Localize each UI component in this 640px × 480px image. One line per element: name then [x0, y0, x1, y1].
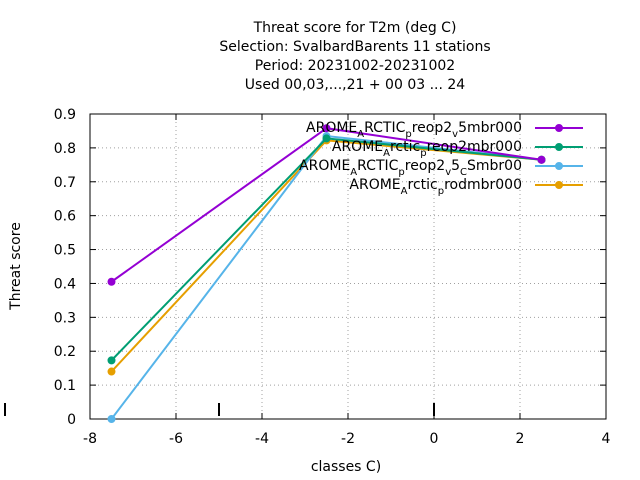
- title-line: Threat score for T2m (deg C): [253, 20, 457, 36]
- y-tick-label: 0.7: [54, 175, 76, 191]
- y-axis: 0 0.1 0.2 0.3 0.4 0.5 0.6 0.7 0.8 0.9: [54, 107, 606, 428]
- legend-marker: [555, 124, 563, 132]
- data-point: [107, 277, 116, 286]
- legend-marker: [555, 143, 563, 151]
- x-tick-label: -2: [341, 431, 355, 447]
- chart-title: Threat score for T2m (deg C) Selection: S…: [219, 20, 490, 93]
- x-tick-label: 2: [516, 431, 525, 447]
- x-tick-label: 0: [430, 431, 439, 447]
- data-point: [107, 356, 116, 365]
- legend-item: AROMEArcticprodmbr000: [349, 177, 583, 197]
- y-tick-label: 0.9: [54, 107, 76, 123]
- x-tick-label: -4: [255, 431, 269, 447]
- title-line: Period: 20231002-20231002: [255, 58, 455, 74]
- y-tick-label: 0.3: [54, 310, 76, 326]
- legend-label: AROMEArcticpreop2mbr000: [332, 139, 522, 159]
- data-point: [322, 134, 331, 143]
- data-point: [537, 155, 546, 164]
- x-axis-label: classes C): [311, 459, 381, 475]
- legend-item: AROMEARCTICpreop2v5mbr000: [306, 120, 583, 140]
- x-tick-label: -8: [83, 431, 97, 447]
- series-lines: [107, 124, 546, 423]
- legend-item: AROMEARCTICpreop2v5CSmbr00: [299, 158, 583, 178]
- legend-marker: [555, 162, 563, 170]
- data-point: [322, 124, 331, 133]
- title-line: Selection: SvalbardBarents 11 stations: [219, 39, 490, 55]
- x-tick-label: -6: [169, 431, 183, 447]
- data-point: [107, 367, 116, 376]
- grid: [90, 114, 606, 419]
- y-tick-label: 0.5: [54, 243, 76, 259]
- y-tick-label: 0.1: [54, 378, 76, 394]
- y-axis-label: Threat score: [8, 222, 24, 311]
- legend-label: AROMEArcticprodmbr000: [349, 177, 522, 197]
- legend-label: AROMEARCTICpreop2v5CSmbr00: [299, 158, 522, 178]
- y-tick-label: 0.6: [54, 209, 76, 225]
- legend-item: AROMEArcticpreop2mbr000: [332, 139, 583, 159]
- legend: AROMEARCTICpreop2v5mbr000AROMEArcticpreo…: [299, 120, 583, 197]
- y-tick-label: 0: [67, 412, 76, 428]
- x-tick-label: 4: [602, 431, 611, 447]
- class-boundary-marks: [4, 403, 435, 416]
- legend-label: AROMEARCTICpreop2v5mbr000: [306, 120, 522, 140]
- y-tick-label: 0.2: [54, 344, 76, 360]
- y-tick-label: 0.4: [54, 276, 76, 292]
- title-line: Used 00,03,...,21 + 00 03 ... 24: [245, 77, 466, 93]
- y-tick-label: 0.8: [54, 141, 76, 157]
- series-line: [110, 139, 542, 373]
- legend-marker: [555, 181, 563, 189]
- x-axis: -8 -6 -4 -2 0 2 4: [83, 114, 611, 447]
- data-point: [107, 415, 116, 423]
- series-AROME_ARCTIC_preop2_v5mbr000: [107, 124, 546, 286]
